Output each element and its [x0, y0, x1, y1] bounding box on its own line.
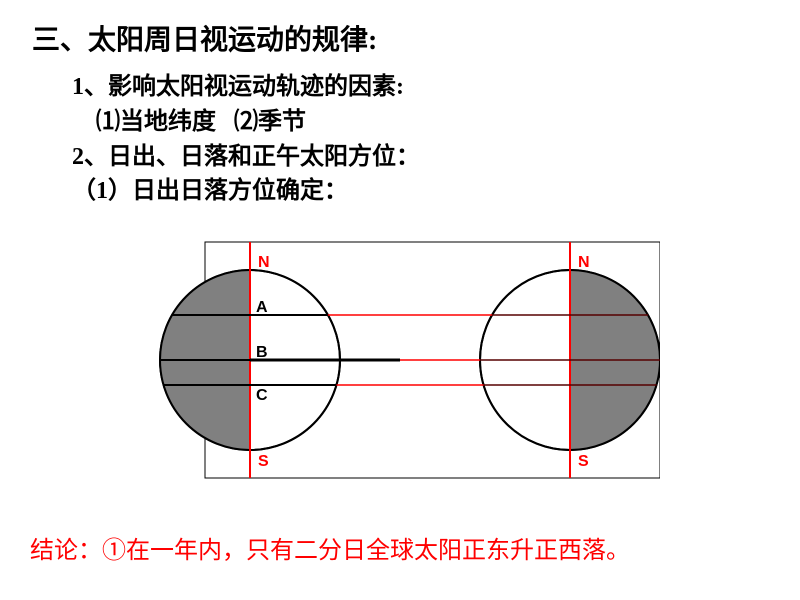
svg-text:S: S	[258, 453, 269, 470]
line-2: ⑴当地纬度 ⑵季节	[72, 105, 420, 140]
diagram: N S N S A B C	[140, 230, 660, 490]
page-title: 三、太阳周日视运动的规律:	[32, 18, 377, 58]
svg-text:C: C	[256, 387, 268, 404]
line-3: 2、日出、日落和正午太阳方位：	[72, 140, 420, 175]
body-text: 1、影响太阳视运动轨迹的因素: ⑴当地纬度 ⑵季节 2、日出、日落和正午太阳方位…	[72, 70, 420, 209]
svg-text:N: N	[578, 254, 590, 271]
svg-text:B: B	[256, 344, 268, 361]
svg-text:N: N	[258, 254, 270, 271]
diagram-svg: N S N S A B C	[140, 230, 660, 490]
svg-text:A: A	[256, 299, 268, 316]
conclusion-text: 结论：①在一年内，只有二分日全球太阳正东升正西落。	[30, 530, 630, 565]
line-1: 1、影响太阳视运动轨迹的因素:	[72, 70, 420, 105]
line-4: （1）日出日落方位确定：	[72, 174, 420, 209]
svg-text:S: S	[578, 453, 589, 470]
